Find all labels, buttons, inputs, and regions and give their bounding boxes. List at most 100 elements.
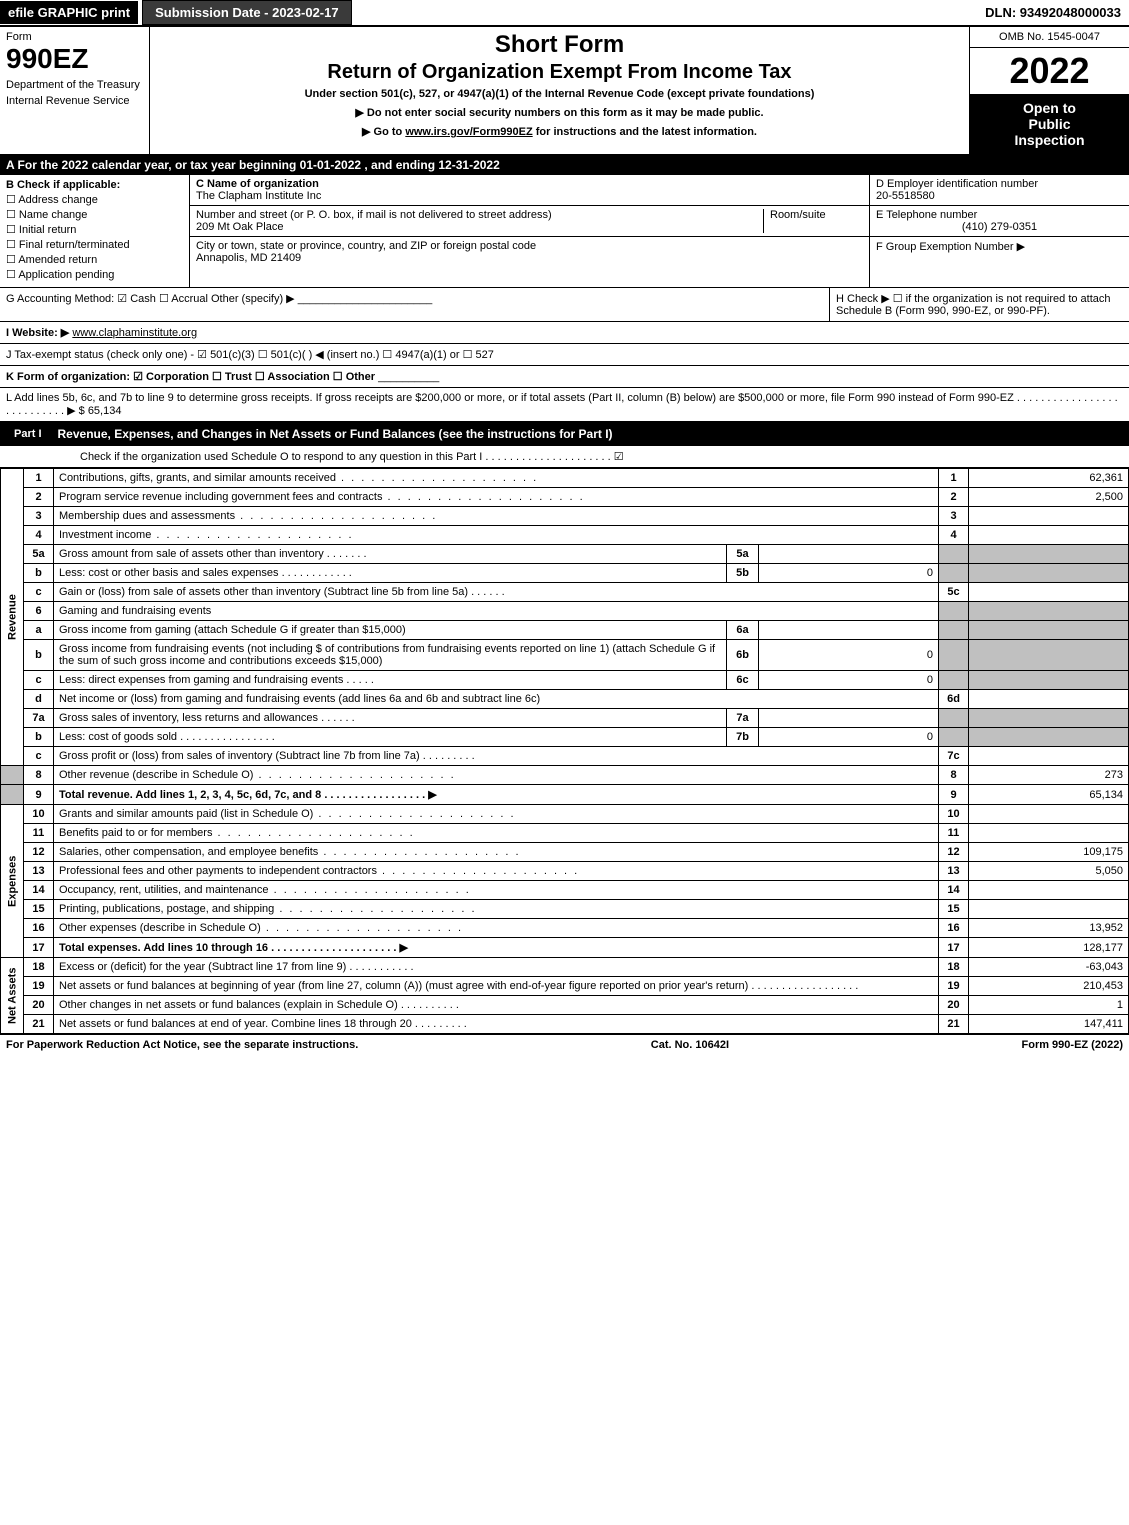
street-label: Number and street (or P. O. box, if mail…	[196, 209, 763, 221]
line-k-text: K Form of organization: ☑ Corporation ☐ …	[6, 371, 375, 383]
row-rnum-grey	[939, 709, 969, 728]
row-rnum-grey	[939, 728, 969, 747]
checkbox-name-change[interactable]: Name change	[6, 208, 183, 221]
row-value	[969, 526, 1129, 545]
row-value-grey	[969, 671, 1129, 690]
room-label: Room/suite	[770, 209, 863, 221]
row-desc: Professional fees and other payments to …	[54, 862, 939, 881]
row-num: 8	[24, 766, 54, 785]
row-value: 65,134	[969, 785, 1129, 805]
checkbox-application-pending[interactable]: Application pending	[6, 268, 183, 281]
checkbox-amended-return[interactable]: Amended return	[6, 253, 183, 266]
group-exemption-row: F Group Exemption Number ▶	[870, 237, 1129, 256]
row-value: 1	[969, 996, 1129, 1015]
row-num: 5a	[24, 545, 54, 564]
mini-val	[759, 545, 939, 564]
row-rnum: 4	[939, 526, 969, 545]
mini-num: 5b	[727, 564, 759, 583]
row-num: c	[24, 583, 54, 602]
header-left: Form 990EZ Department of the Treasury In…	[0, 27, 150, 154]
row-rnum: 13	[939, 862, 969, 881]
city-label: City or town, state or province, country…	[196, 240, 536, 252]
irs-link[interactable]: www.irs.gov/Form990EZ	[405, 126, 532, 138]
line-g: G Accounting Method: ☑ Cash ☐ Accrual Ot…	[0, 288, 829, 321]
row-value-grey	[969, 728, 1129, 747]
row-rnum-grey	[939, 671, 969, 690]
row-rnum: 16	[939, 919, 969, 938]
line-i-website: I Website: ▶ www.claphaminstitute.org	[0, 322, 1129, 344]
phone-value: (410) 279-0351	[876, 221, 1123, 233]
row-desc: Salaries, other compensation, and employ…	[54, 843, 939, 862]
row-value: 62,361	[969, 469, 1129, 488]
checkbox-initial-return[interactable]: Initial return	[6, 223, 183, 236]
row-num: 9	[24, 785, 54, 805]
phone-label: E Telephone number	[876, 209, 1123, 221]
row-value: 273	[969, 766, 1129, 785]
row-desc: Net assets or fund balances at end of ye…	[54, 1015, 939, 1034]
row-value: 128,177	[969, 938, 1129, 958]
row-rnum: 5c	[939, 583, 969, 602]
row-rnum: 6d	[939, 690, 969, 709]
footer-center: Cat. No. 10642I	[651, 1039, 729, 1051]
row-num: 4	[24, 526, 54, 545]
row-rnum: 20	[939, 996, 969, 1015]
row-rnum: 3	[939, 507, 969, 526]
mini-num: 7a	[727, 709, 759, 728]
checkbox-final-return[interactable]: Final return/terminated	[6, 238, 183, 251]
row-desc: Other expenses (describe in Schedule O)	[54, 919, 939, 938]
line-h: H Check ▶ ☐ if the organization is not r…	[829, 288, 1129, 321]
line-k-org-form: K Form of organization: ☑ Corporation ☐ …	[0, 366, 1129, 388]
dln-label: DLN: 93492048000033	[985, 5, 1129, 20]
row-num: 13	[24, 862, 54, 881]
row-rnum-grey	[939, 621, 969, 640]
row-desc: Printing, publications, postage, and shi…	[54, 900, 939, 919]
row-desc: Gross profit or (loss) from sales of inv…	[54, 747, 939, 766]
part-1-title: Revenue, Expenses, and Changes in Net As…	[58, 427, 1123, 441]
submission-date: Submission Date - 2023-02-17	[142, 0, 352, 25]
city-value: Annapolis, MD 21409	[196, 252, 536, 264]
row-num: 17	[24, 938, 54, 958]
line-i-label: I Website: ▶	[6, 327, 69, 339]
part-1-label: Part I	[6, 426, 50, 442]
row-num: 20	[24, 996, 54, 1015]
row-desc: Net income or (loss) from gaming and fun…	[54, 690, 939, 709]
row-value	[969, 881, 1129, 900]
row-desc: Membership dues and assessments	[54, 507, 939, 526]
row-rnum-grey	[939, 564, 969, 583]
row-rnum: 19	[939, 977, 969, 996]
open-line3: Inspection	[974, 132, 1125, 148]
efile-print-label[interactable]: efile GRAPHIC print	[0, 1, 138, 24]
open-inspection-box: Open to Public Inspection	[970, 94, 1129, 154]
mini-num: 6b	[727, 640, 759, 671]
checkbox-address-change[interactable]: Address change	[6, 193, 183, 206]
row-desc: Less: direct expenses from gaming and fu…	[54, 671, 727, 690]
row-value-grey	[969, 545, 1129, 564]
row-num: 15	[24, 900, 54, 919]
org-name-label: C Name of organization	[196, 178, 321, 190]
row-num: 11	[24, 824, 54, 843]
row-rnum: 7c	[939, 747, 969, 766]
row-num: 21	[24, 1015, 54, 1034]
line-g-text: G Accounting Method: ☑ Cash ☐ Accrual Ot…	[6, 293, 295, 305]
open-line2: Public	[974, 116, 1125, 132]
row-desc: Less: cost or other basis and sales expe…	[54, 564, 727, 583]
instr-website: ▶ Go to www.irs.gov/Form990EZ for instru…	[160, 125, 959, 138]
row-num: 14	[24, 881, 54, 900]
row-desc: Other revenue (describe in Schedule O)	[54, 766, 939, 785]
street-value: 209 Mt Oak Place	[196, 221, 763, 233]
open-line1: Open to	[974, 100, 1125, 116]
page-footer: For Paperwork Reduction Act Notice, see …	[0, 1034, 1129, 1055]
row-value	[969, 583, 1129, 602]
row-value: 13,952	[969, 919, 1129, 938]
mini-num: 6c	[727, 671, 759, 690]
row-num: b	[24, 728, 54, 747]
website-value[interactable]: www.claphaminstitute.org	[72, 327, 197, 339]
spacer	[1, 766, 24, 785]
row-desc: Investment income	[54, 526, 939, 545]
column-c-org-info: C Name of organization The Clapham Insti…	[190, 175, 869, 287]
top-bar: efile GRAPHIC print Submission Date - 20…	[0, 0, 1129, 27]
row-num: 6	[24, 602, 54, 621]
row-num: a	[24, 621, 54, 640]
row-num: 19	[24, 977, 54, 996]
footer-right: Form 990-EZ (2022)	[1022, 1039, 1123, 1051]
